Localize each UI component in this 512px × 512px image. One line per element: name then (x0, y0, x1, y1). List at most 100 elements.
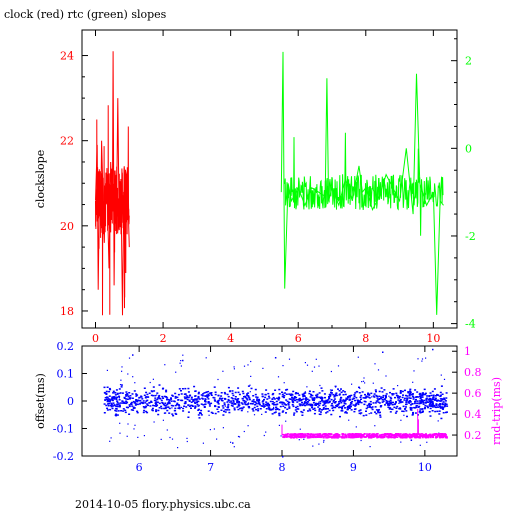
offset-point (105, 390, 108, 393)
bottom-y2-tick-label: 1 (464, 345, 471, 358)
offset-point (183, 396, 186, 398)
offset-point (350, 409, 353, 411)
offset-point (419, 410, 422, 412)
offset-point (405, 410, 408, 412)
rndtrip-point (337, 435, 340, 437)
offset-point (433, 406, 436, 408)
offset-point (316, 403, 319, 406)
offset-point (314, 409, 317, 412)
offset-point (442, 408, 444, 410)
offset-point (271, 413, 274, 415)
rndtrip-point (324, 433, 327, 435)
offset-point (197, 414, 200, 416)
offset-point (379, 414, 382, 416)
offset-point (305, 401, 308, 404)
offset-point (370, 392, 373, 395)
rndtrip-point (395, 433, 397, 435)
offset-point (356, 391, 359, 393)
offset-point (409, 397, 412, 399)
offset-point (367, 393, 369, 396)
rndtrip-point (417, 436, 420, 439)
offset-point (234, 396, 237, 398)
offset-point (178, 406, 181, 409)
offset-point (278, 412, 281, 415)
offset-point (329, 395, 332, 397)
offset-point (184, 401, 187, 403)
offset-point (391, 404, 394, 406)
rndtrip-point (292, 434, 295, 437)
offset-point (112, 402, 115, 404)
rndtrip-point (410, 434, 412, 436)
offset-point (327, 402, 329, 404)
offset-point (226, 409, 229, 411)
rndtrip-point (312, 434, 315, 437)
rndtrip-point (425, 433, 427, 435)
offset-point (283, 396, 285, 399)
offset-point (180, 393, 183, 395)
y-tick-label: 20 (60, 220, 74, 233)
offset-point (251, 402, 254, 405)
offset-point (111, 399, 114, 402)
offset-point (303, 438, 305, 440)
offset-point (369, 406, 371, 408)
offset-point (218, 398, 221, 400)
offset-point (285, 420, 287, 422)
offset-point (419, 408, 422, 410)
rndtrip-point (384, 434, 387, 436)
offset-point (360, 412, 363, 414)
offset-point (422, 392, 424, 394)
offset-point (146, 399, 149, 402)
offset-point (425, 397, 428, 399)
offset-point (429, 405, 432, 407)
offset-point (115, 413, 118, 415)
offset-point (288, 393, 291, 395)
rndtrip-point (379, 436, 382, 439)
offset-point (256, 399, 259, 402)
offset-point (444, 404, 447, 406)
offset-point (184, 393, 187, 395)
offset-point (436, 400, 439, 402)
rndtrip-point (441, 436, 443, 439)
offset-point (295, 392, 298, 394)
offset-point (439, 407, 442, 409)
rndtrip-point (320, 436, 323, 439)
offset-point (429, 407, 432, 410)
offset-point (339, 415, 341, 418)
offset-point (435, 403, 438, 405)
offset-point (156, 404, 159, 406)
offset-point (286, 408, 289, 410)
offset-point (379, 416, 382, 418)
rndtrip-point (282, 436, 285, 438)
rndtrip-point (385, 433, 387, 435)
rndtrip-point (296, 433, 299, 435)
offset-point (429, 415, 432, 417)
offset-point (246, 399, 249, 401)
offset-point (340, 396, 342, 399)
rndtrip-point (309, 435, 312, 438)
offset-point (309, 409, 312, 412)
offset-point (288, 406, 291, 408)
offset-point (220, 392, 223, 394)
offset-point (401, 410, 404, 412)
offset-point (301, 404, 304, 407)
offset-point (125, 398, 128, 400)
rndtrip-point (377, 436, 380, 439)
offset-point (265, 401, 268, 403)
offset-point (407, 401, 410, 403)
offset-point (236, 401, 239, 404)
offset-point (207, 390, 210, 393)
offset-point (223, 410, 225, 413)
rndtrip-point (415, 434, 418, 437)
offset-point (182, 407, 185, 410)
offset-outlier-point (274, 357, 277, 359)
offset-point (104, 392, 107, 394)
offset-point (258, 398, 260, 401)
offset-point (445, 403, 448, 406)
offset-point (334, 406, 337, 409)
offset-point (232, 401, 235, 403)
offset-point (190, 398, 193, 400)
offset-point (348, 419, 350, 421)
rndtrip-point (354, 436, 357, 438)
offset-point (223, 403, 226, 406)
offset-point (187, 404, 190, 406)
